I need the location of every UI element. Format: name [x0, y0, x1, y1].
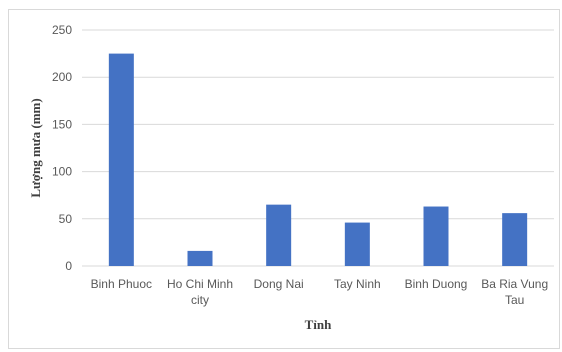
gridlines	[82, 29, 554, 267]
x-tick-label: Tay Ninh	[334, 277, 381, 291]
y-tick-label: 200	[52, 70, 72, 84]
bar-tay-ninh	[344, 222, 370, 266]
x-axis-title: Tỉnh	[305, 317, 333, 332]
chart-frame	[8, 9, 560, 349]
x-tick-label: Ba Ria Vung Tau	[481, 277, 548, 307]
x-tick-label: Binh Duong	[405, 277, 468, 291]
y-tick-label: 0	[65, 259, 72, 273]
x-tick-label: Ho Chi Minh city	[167, 277, 233, 307]
x-tick-label: Dong Nai	[254, 277, 304, 291]
bar-ho-chi-minh-city	[187, 250, 213, 266]
y-axis-title: Lượng mưa (mm)	[28, 98, 43, 197]
bar-binh-duong	[423, 206, 449, 266]
x-tick-labels: Binh Phuoc Ho Chi Minh city Dong Nai Tay Nin…	[91, 277, 548, 307]
y-tick-label: 50	[59, 212, 73, 226]
bar-binh-phuoc	[108, 53, 134, 266]
bar-ba-ria-vung-tau	[502, 213, 528, 266]
y-tick-label: 100	[52, 165, 72, 179]
bar-dong-nai	[266, 204, 292, 266]
y-tick-labels: 0 50 100 150 200 250	[52, 23, 72, 273]
bars	[108, 53, 528, 266]
y-tick-label: 150	[52, 117, 72, 131]
x-tick-label: Binh Phuoc	[91, 277, 152, 291]
y-tick-label: 250	[52, 23, 72, 37]
